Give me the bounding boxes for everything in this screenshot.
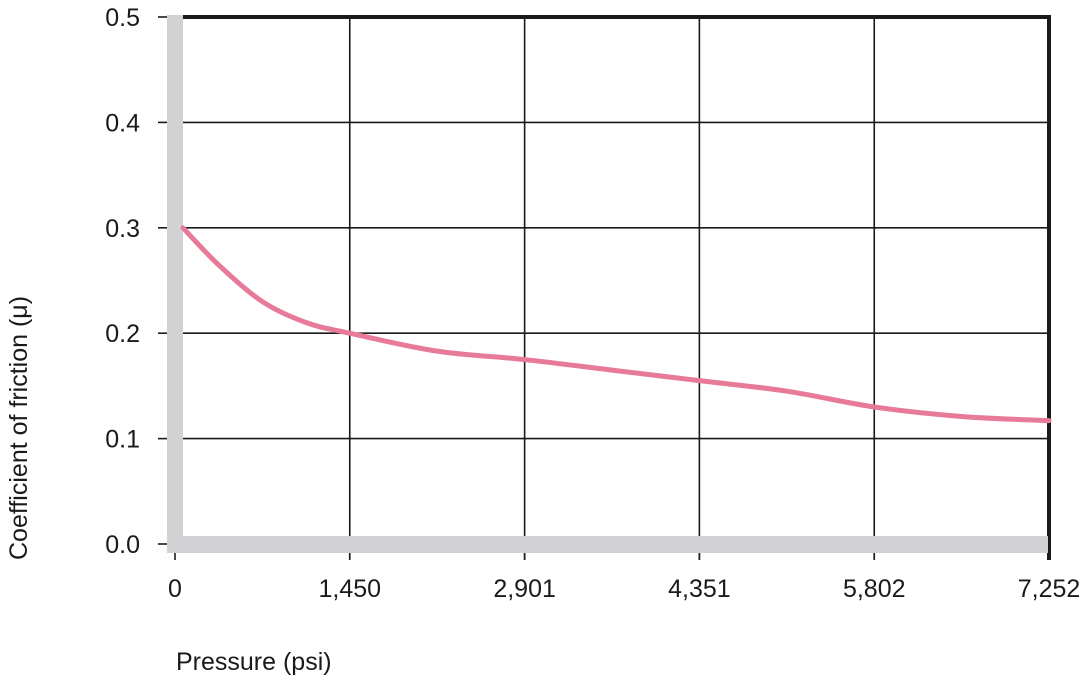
x-tick-label: 2,901 [493,575,556,603]
x-tick-label: 4,351 [668,575,731,603]
y-tick-label: 0.2 [105,320,140,348]
friction-curve [180,225,1052,424]
x-axis-title: Pressure (psi) [176,648,332,676]
x-tick-label: 5,802 [843,575,906,603]
x-tick-label: 1,450 [318,575,381,603]
y-axis-bar [167,15,183,553]
y-tick-label: 0.5 [105,4,140,32]
grid-lines [167,15,1051,560]
y-axis-ticks: 0.0 0.1 0.2 0.3 0.4 0.5 [105,4,167,559]
y-axis-title: Coefficient of friction (μ) [5,296,33,560]
y-tick-label: 0.0 [105,531,140,559]
axis-bars [167,15,1048,553]
x-axis-bar [167,536,1048,553]
x-axis-ticks: 0 1,450 2,901 4,351 5,802 7,252 [168,553,1080,603]
y-tick-label: 0.4 [105,109,140,137]
x-tick-label: 0 [168,575,182,603]
y-tick-label: 0.3 [105,215,140,243]
x-tick-label: 7,252 [1018,575,1081,603]
y-tick-label: 0.1 [105,426,140,454]
